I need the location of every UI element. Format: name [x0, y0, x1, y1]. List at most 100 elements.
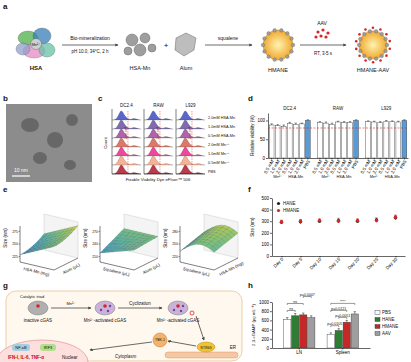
shell-particle [374, 57, 378, 61]
point [299, 220, 302, 223]
tick-mark [99, 244, 101, 245]
x-axis: LNSpleen [273, 348, 371, 355]
panel-label: d [248, 94, 253, 103]
tick-label: Day 30 [385, 256, 399, 270]
error-bar [394, 215, 396, 220]
tick-label: 220 [172, 255, 178, 259]
tick-label: 275 [12, 230, 18, 234]
nucleus [0, 340, 88, 362]
axis-title: Fixable Viability Dye eFluor™ 506 [126, 177, 191, 182]
surface-cell [29, 250, 36, 253]
shell-particle [359, 37, 363, 41]
x-tick: Day 5 [291, 256, 303, 269]
tick-mark [266, 121, 268, 122]
tick-mark [19, 244, 21, 245]
label: Mn²⁺-activated cGAS [84, 318, 127, 323]
shell-particle [286, 31, 290, 35]
legend-label: HANE [382, 317, 395, 322]
particle [148, 44, 156, 52]
tick-mark [270, 198, 272, 199]
y-tick: 400 [261, 328, 272, 333]
tick-label: 200 [261, 231, 269, 236]
axis-title: 2,3-cGAMP (pg mL⁻¹) [251, 304, 256, 346]
error-bar [403, 119, 405, 121]
y-tick: 200 [261, 231, 272, 236]
error-bar [337, 121, 339, 123]
aav [314, 28, 329, 38]
significance-bracket [331, 326, 339, 328]
error-bar [301, 123, 303, 125]
shell-particle [261, 43, 265, 47]
significance: p=0.0051 [335, 314, 350, 318]
aav-particle [358, 33, 361, 36]
shell-particle [280, 29, 284, 33]
tick-label: Day 0 [272, 256, 284, 268]
x-axis: 0.5 mM1.0 mM2.0 mM0.5 mM1.0 mM2.0 mMPBS0… [263, 158, 409, 175]
tick-label: 300 [261, 219, 269, 224]
tick-label: LN [296, 350, 302, 355]
legend-swatch [277, 202, 280, 205]
error-bar [318, 219, 320, 223]
plot-area [280, 215, 397, 224]
bar [402, 121, 407, 159]
error-bar [367, 120, 369, 122]
surface-cell [210, 246, 217, 252]
protein [168, 301, 188, 315]
tick-label: Day 20 [347, 256, 361, 270]
tick-label: 800 [261, 309, 269, 314]
tick-mark [350, 158, 351, 160]
bar [292, 316, 299, 348]
tick-mark [358, 256, 359, 258]
x-tick: PBS [350, 158, 359, 169]
label: Cytoplasm [115, 354, 137, 359]
histogram [144, 147, 173, 156]
point [394, 216, 397, 219]
error-bar [375, 218, 377, 222]
error-bar [294, 314, 296, 316]
surface-plot [179, 214, 239, 270]
surface-cell [133, 247, 140, 249]
tick-mark [19, 256, 21, 257]
aav-particle [321, 28, 324, 31]
axis-line [268, 114, 269, 159]
legend-swatch [375, 318, 380, 322]
histogram-stack [144, 111, 173, 174]
axis-title: Count [103, 136, 108, 148]
tick-label: 0 [262, 156, 265, 161]
tick-label: 280 [172, 230, 178, 234]
label: HMANE-AAV [357, 67, 390, 73]
particle [134, 44, 146, 56]
tbk1 [153, 333, 167, 347]
legend-item: HMANE [277, 208, 299, 213]
subgroup-label: Mn²⁺ [273, 174, 282, 179]
significance-bracket [303, 297, 311, 299]
tem-image [6, 104, 92, 182]
label: HSA-Mn [130, 65, 151, 71]
bar [384, 121, 389, 158]
nanoemulsion [355, 27, 391, 64]
y-tick: 600 [261, 318, 272, 323]
legend-swatch [375, 332, 380, 336]
tick-mark [283, 158, 284, 160]
x-tick: Day 30 [385, 256, 399, 270]
histogram [112, 111, 141, 120]
tick-mark [374, 158, 375, 160]
axis-title: Size (nm) [83, 228, 88, 248]
tick-label: 240 [92, 242, 98, 246]
error-bar [343, 122, 345, 123]
point [356, 220, 359, 223]
surface-cell [46, 246, 53, 249]
tick-mark [282, 256, 283, 258]
tick-mark [179, 256, 181, 257]
legend-item: HANE [375, 317, 395, 322]
point [394, 215, 397, 218]
y-tick: 1000 [259, 300, 272, 305]
particle [124, 47, 132, 55]
point [280, 220, 283, 223]
tick-label: 250 [172, 242, 178, 246]
catalytic-site [103, 304, 107, 308]
significance: p=0.0121 [331, 307, 346, 311]
y-tick: 800 [261, 309, 272, 314]
bar [330, 124, 335, 158]
aav-particle [372, 61, 375, 64]
